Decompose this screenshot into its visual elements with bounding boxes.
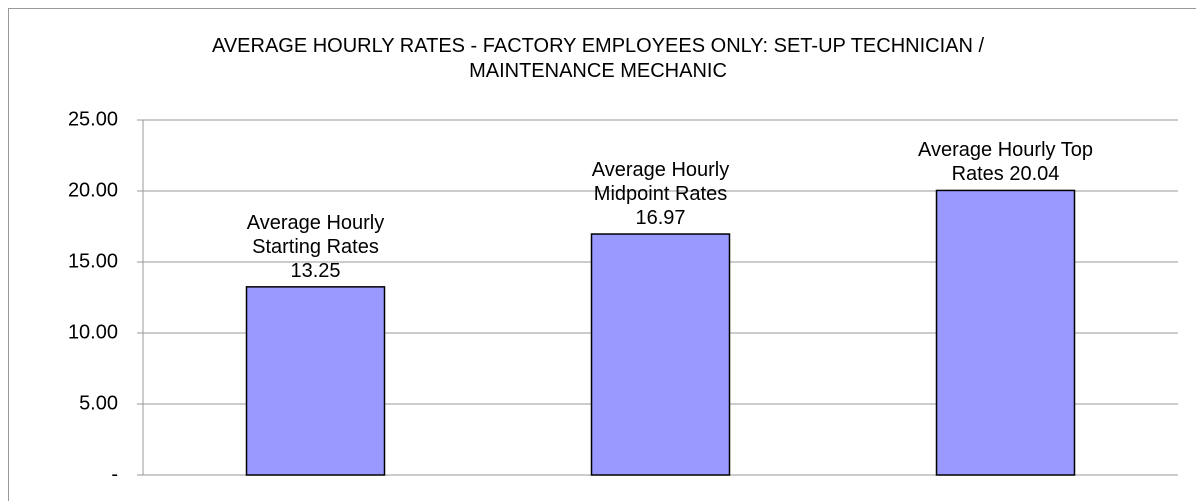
bar — [245, 286, 386, 476]
data-label: Average Hourly Midpoint Rates 16.97 — [572, 158, 750, 230]
value-label: 20.04 — [1009, 163, 1060, 186]
value-label: 16.97 — [635, 207, 686, 230]
category-label: Average Hourly Top Rates — [918, 139, 1093, 186]
category-label: Average Hourly Midpoint Rates — [591, 159, 730, 206]
y-tick-label: 15.00 — [68, 250, 118, 272]
y-tick-label: 25.00 — [68, 108, 118, 130]
chart-title: AVERAGE HOURLY RATES - FACTORY EMPLOYEES… — [211, 35, 985, 82]
bar — [590, 233, 731, 476]
category-label: Average Hourly Starting Rates — [246, 211, 385, 258]
y-tick-label: 10.00 — [68, 321, 118, 343]
value-label: 13.25 — [290, 259, 341, 282]
y-tick-label: 5.00 — [79, 392, 118, 414]
data-label: Average Hourly Top Rates 20.04 — [917, 138, 1095, 186]
y-tick-label: 20.00 — [68, 179, 118, 201]
chart-frame — [8, 8, 1196, 501]
data-label: Average Hourly Starting Rates 13.25 — [227, 211, 405, 283]
bar — [935, 189, 1076, 476]
y-tick-label: - — [111, 463, 118, 485]
